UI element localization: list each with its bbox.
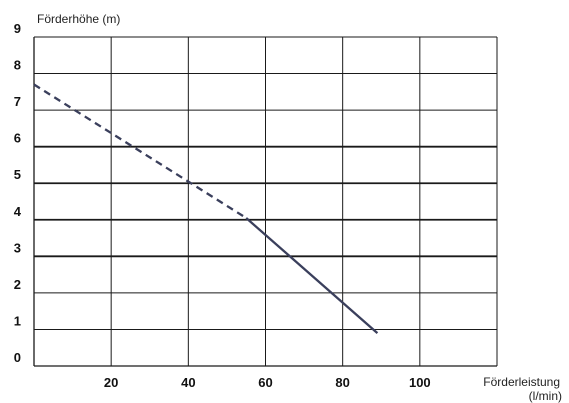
x-tick-label: 60 xyxy=(258,375,272,390)
y-tick-label: 7 xyxy=(14,94,21,109)
x-axis-unit-label: (l/min) xyxy=(529,389,562,403)
x-tick-labels: 20 40 60 80 100 xyxy=(104,375,431,390)
x-tick-label: 80 xyxy=(335,375,349,390)
curve-solid-segment xyxy=(245,217,379,334)
y-tick-label: 8 xyxy=(14,58,21,73)
series-group xyxy=(33,83,379,334)
y-tick-labels: 0 1 2 3 4 5 6 7 8 9 xyxy=(14,21,22,365)
x-tick-label: 100 xyxy=(409,375,431,390)
y-tick-label: 2 xyxy=(14,277,21,292)
grid xyxy=(34,36,498,366)
x-tick-label: 20 xyxy=(104,375,118,390)
y-tick-label: 9 xyxy=(14,21,21,36)
y-tick-label: 5 xyxy=(14,167,21,182)
y-tick-label: 4 xyxy=(14,204,22,219)
y-tick-label: 6 xyxy=(14,131,21,146)
axes xyxy=(33,37,497,367)
x-tick-label: 40 xyxy=(181,375,195,390)
curve-dashed-segment xyxy=(33,83,247,219)
y-tick-label: 1 xyxy=(14,313,21,328)
y-axis-label: Förderhöhe (m) xyxy=(37,12,120,26)
y-tick-label: 0 xyxy=(14,350,21,365)
x-axis-label: Förderleistung xyxy=(483,375,560,389)
y-tick-label: 3 xyxy=(14,240,21,255)
